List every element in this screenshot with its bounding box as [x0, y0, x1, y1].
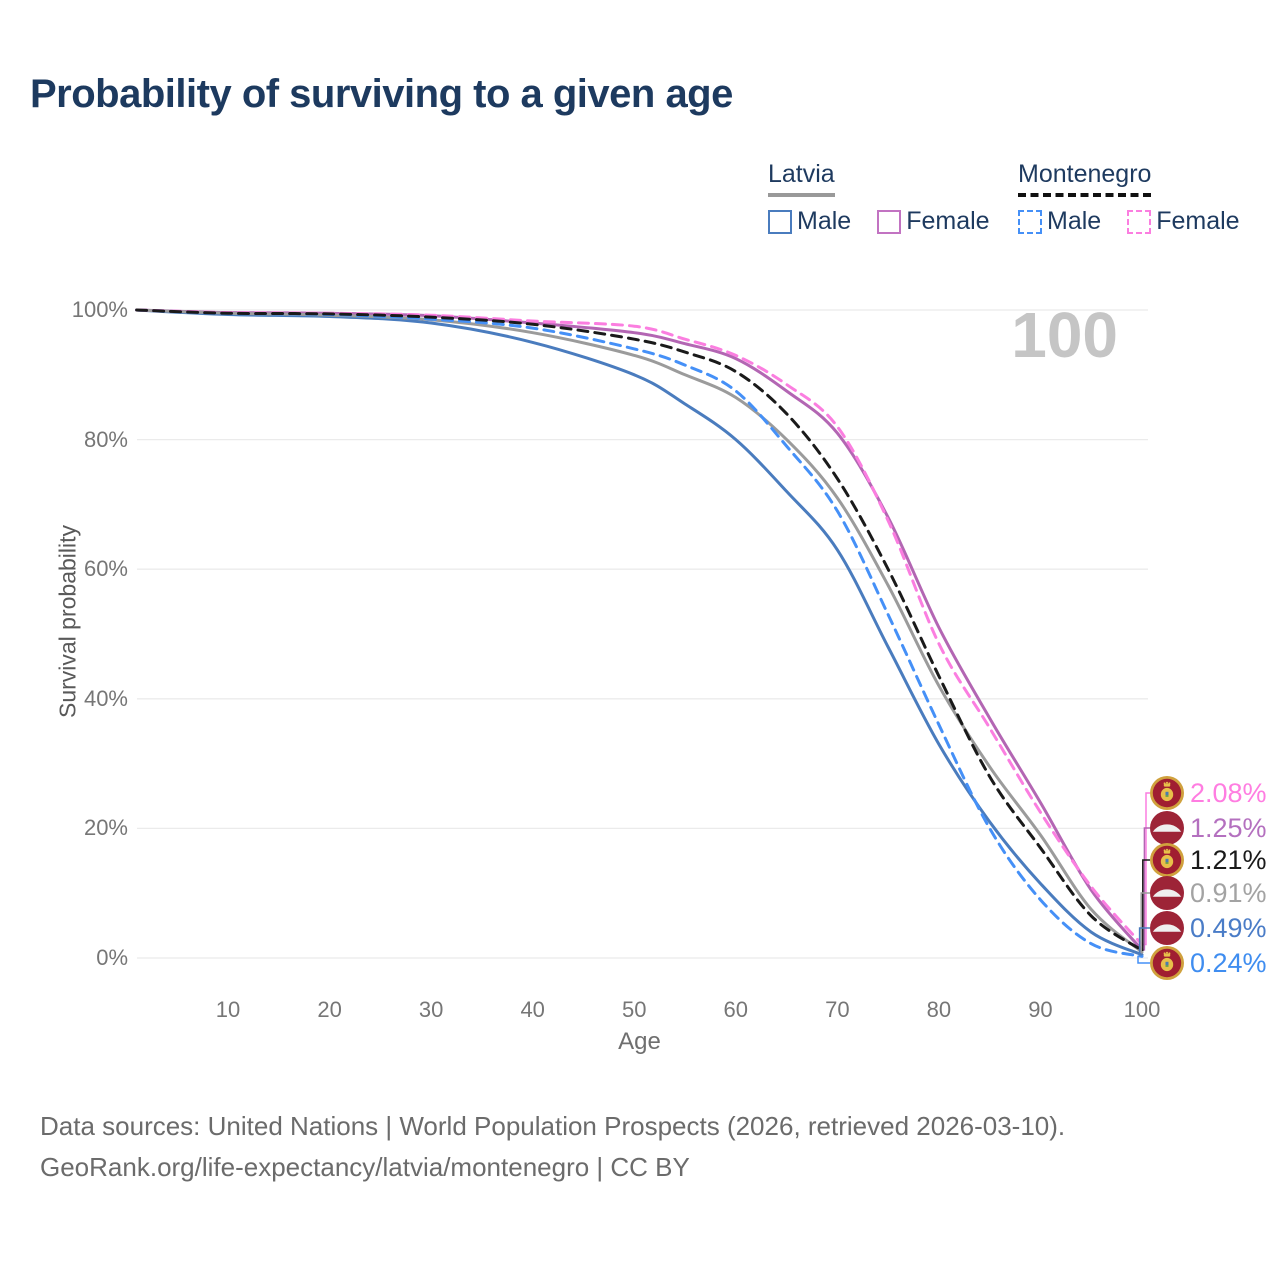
- end-label-value: 1.21%: [1190, 844, 1267, 875]
- montenegro-flag-icon: [1150, 946, 1184, 980]
- x-tick-label: 10: [215, 997, 241, 1022]
- legend-header-latvia: Latvia: [768, 160, 835, 197]
- end-label-value: 1.25%: [1190, 812, 1267, 843]
- legend-item-label: Male: [1047, 207, 1102, 235]
- end-label-montenegro-female: 2.08%: [1150, 776, 1267, 810]
- y-tick-label: 100%: [71, 297, 128, 322]
- legend-header-montenegro: Montenegro: [1018, 160, 1152, 197]
- end-label-value: 0.91%: [1190, 877, 1267, 908]
- montenegro-flag-icon: [1150, 843, 1184, 877]
- line-swatch-icon: [1018, 209, 1042, 234]
- legend-group-latvia: Latvia Male Female: [768, 160, 990, 236]
- montenegro-flag-icon: [1150, 776, 1184, 810]
- end-label-value: 2.08%: [1190, 777, 1267, 808]
- line-swatch-icon: [1127, 209, 1152, 234]
- latvia-flag-icon: [1150, 911, 1184, 945]
- line-swatch-icon: [768, 209, 792, 234]
- age-watermark: 100: [1011, 299, 1118, 371]
- legend-item-label: Male: [797, 207, 852, 235]
- end-label-montenegro-male: 0.24%: [1150, 946, 1267, 980]
- y-tick-label: 80%: [83, 426, 128, 452]
- x-tick-label: 90: [1028, 997, 1053, 1022]
- y-tick-label: 60%: [83, 556, 128, 582]
- x-tick-label: 50: [622, 997, 647, 1022]
- legend-item-montenegro-female[interactable]: Female: [1127, 207, 1240, 236]
- end-label-montenegro-both-sexes-: 1.21%: [1150, 843, 1267, 877]
- x-tick-label: 60: [723, 997, 749, 1022]
- curve-latvia-female: [135, 308, 1144, 952]
- end-label-value: 0.24%: [1190, 947, 1267, 978]
- curve-latvia-both-sexes-: [135, 308, 1144, 954]
- line-swatch-icon: [877, 209, 902, 234]
- y-axis-title: Survival probability: [54, 524, 81, 719]
- x-tick-label: 40: [520, 997, 545, 1022]
- x-tick-label: 70: [825, 997, 850, 1022]
- curve-latvia-male: [135, 308, 1144, 957]
- curve-montenegro-both-sexes-: [135, 308, 1144, 952]
- y-tick-label: 40%: [83, 685, 128, 711]
- legend-item-montenegro-male[interactable]: Male: [1018, 207, 1101, 236]
- x-tick-label: 80: [926, 997, 952, 1022]
- end-label-latvia-female: 1.25%: [1150, 811, 1267, 845]
- legend-item-label: Female: [906, 207, 990, 235]
- x-tick-label: 100: [1123, 997, 1161, 1022]
- data-sources: Data sources: United Nations | World Pop…: [40, 1106, 1065, 1188]
- latvia-flag-icon: [1150, 811, 1184, 845]
- latvia-flag-icon: [1150, 876, 1184, 910]
- x-tick-label: 30: [418, 997, 444, 1022]
- legend-item-label: Female: [1156, 207, 1240, 235]
- data-sources-line1: Data sources: United Nations | World Pop…: [40, 1111, 1066, 1141]
- data-sources-line2: GeoRank.org/life-expectancy/latvia/monte…: [40, 1152, 690, 1182]
- x-tick-label: 20: [317, 997, 342, 1022]
- legend-item-latvia-female[interactable]: Female: [877, 207, 990, 236]
- curve-montenegro-female: [135, 308, 1144, 946]
- end-label-value: 0.49%: [1190, 912, 1267, 943]
- y-tick-label: 0%: [96, 945, 128, 970]
- end-label-latvia-male: 0.49%: [1150, 911, 1267, 945]
- y-tick-label: 20%: [83, 815, 128, 841]
- curve-montenegro-male: [135, 308, 1144, 958]
- page-title: Probability of surviving to a given age: [30, 72, 733, 116]
- x-axis-title: Age: [618, 1028, 661, 1055]
- legend-group-montenegro: Montenegro Male Female: [1018, 160, 1240, 236]
- end-label-latvia-both-sexes-: 0.91%: [1150, 876, 1267, 910]
- legend-item-latvia-male[interactable]: Male: [768, 207, 851, 236]
